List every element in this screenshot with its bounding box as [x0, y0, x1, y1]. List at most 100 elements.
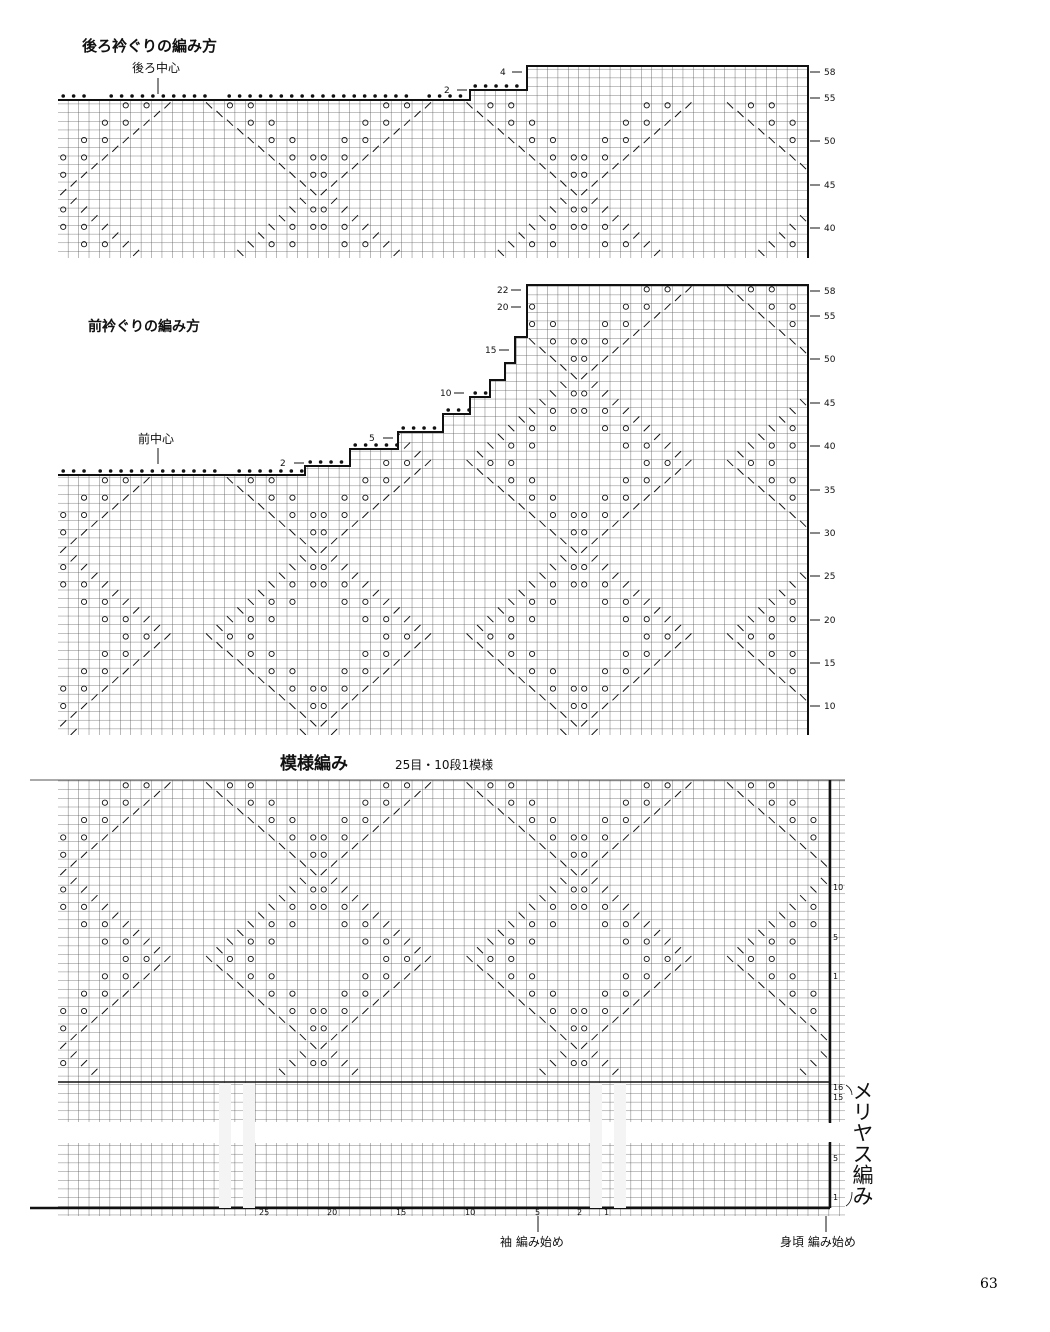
decrease-symbol	[341, 702, 348, 710]
yarn-over-symbol	[508, 650, 515, 657]
yarn-over-symbol	[570, 407, 577, 414]
yarn-over-symbol	[768, 650, 775, 657]
row-label: 58	[824, 287, 836, 297]
decrease-symbol	[580, 868, 588, 876]
yarn-over-symbol	[810, 834, 817, 841]
yarn-over-symbol	[81, 321, 88, 328]
yarn-over-symbol	[60, 511, 67, 519]
decrease-symbol	[549, 851, 557, 859]
decrease-symbol	[601, 171, 609, 179]
yarn-over-symbol	[549, 598, 557, 605]
decrease-symbol	[91, 162, 98, 170]
decrease-symbol	[70, 728, 77, 735]
yarn-over-symbol	[320, 511, 327, 519]
yarn-over-symbol	[508, 938, 515, 945]
yarn-over-symbol	[289, 668, 296, 675]
yarn-over-symbol	[549, 903, 557, 910]
yarn-over-symbol	[122, 782, 129, 789]
decrease-symbol	[153, 641, 161, 649]
bracket-line	[845, 1084, 853, 1207]
decrease-symbol	[820, 860, 828, 867]
decrease-symbol	[789, 338, 796, 345]
decrease-symbol	[612, 842, 619, 850]
decrease-symbol	[799, 842, 807, 850]
bind-off-dot	[61, 94, 66, 98]
yarn-over-symbol	[101, 650, 108, 657]
decrease-symbol	[382, 598, 390, 606]
decrease-symbol	[789, 223, 796, 231]
decrease-symbol	[768, 920, 776, 928]
decrease-symbol	[528, 407, 536, 415]
bind-off-dot	[71, 469, 76, 473]
decrease-symbol	[351, 894, 359, 902]
yarn-over-symbol	[810, 921, 817, 928]
decrease-symbol	[632, 502, 640, 510]
yarn-over-symbol	[341, 425, 348, 432]
yarn-over-symbol	[664, 102, 671, 109]
yarn-over-symbol	[81, 425, 88, 432]
decrease-symbol	[122, 920, 130, 928]
decrease-symbol	[341, 851, 348, 859]
decrease-symbol	[164, 633, 171, 640]
bind-off-dot	[108, 469, 113, 473]
yarn-over-symbol	[383, 303, 390, 310]
decrease-symbol	[612, 398, 619, 406]
decrease-symbol	[757, 249, 765, 257]
yarn-over-symbol	[768, 459, 775, 466]
bind-off-dot	[202, 469, 207, 473]
decrease-symbol	[299, 555, 307, 562]
yarn-over-symbol	[643, 782, 650, 789]
yarn-over-symbol	[789, 241, 796, 248]
bind-off-dot	[247, 469, 252, 473]
decrease-symbol	[351, 1068, 359, 1076]
decrease-symbol	[507, 320, 515, 328]
decrease-symbol	[299, 364, 307, 371]
decrease-symbol	[601, 206, 609, 213]
back-neck-grid	[58, 66, 808, 258]
bind-off-dot	[374, 443, 378, 447]
yarn-over-symbol	[101, 990, 108, 997]
decrease-symbol	[507, 920, 515, 928]
decrease-symbol	[622, 407, 630, 415]
decrease-symbol	[643, 667, 651, 675]
yarn-over-symbol	[602, 903, 609, 910]
yarn-over-symbol	[268, 616, 275, 623]
decrease-symbol	[414, 110, 421, 118]
bind-off-dot	[352, 94, 357, 98]
decrease-symbol	[487, 799, 494, 807]
row-label: 55	[824, 312, 835, 322]
yarn-over-symbol	[549, 1007, 557, 1015]
decrease-symbol	[236, 433, 244, 441]
bind-off-dot	[181, 469, 186, 473]
yarn-over-symbol	[101, 303, 108, 310]
yarn-over-symbol	[122, 650, 129, 657]
decrease-symbol	[393, 808, 401, 815]
yarn-over-symbol	[602, 241, 609, 248]
yarn-over-symbol	[581, 223, 588, 230]
decrease-symbol	[643, 920, 651, 928]
back-neck-chart: 後ろ衿ぐりの編み方 後ろ中心 4 2 58 55 50 45 40	[58, 37, 836, 258]
decrease-symbol	[111, 589, 119, 597]
decrease-symbol	[341, 390, 348, 397]
yarn-over-symbol	[310, 154, 317, 161]
yarn-over-symbol	[622, 650, 629, 657]
decrease-symbol	[591, 364, 598, 371]
decrease-symbol	[299, 711, 307, 719]
decrease-symbol	[799, 162, 807, 170]
decrease-symbol	[789, 154, 796, 161]
decrease-symbol	[580, 719, 588, 727]
yarn-over-symbol	[289, 990, 296, 997]
decrease-symbol	[289, 355, 296, 363]
decrease-symbol	[236, 929, 244, 937]
yarn-over-symbol	[768, 303, 775, 310]
decrease-symbol	[351, 693, 359, 701]
decrease-symbol	[382, 240, 390, 248]
decrease-symbol	[643, 424, 651, 432]
stockinette-label: メリヤス編み	[850, 1080, 874, 1206]
decrease-symbol	[747, 650, 755, 658]
yarn-over-symbol	[362, 817, 369, 824]
yarn-over-symbol	[581, 1025, 588, 1032]
yarn-over-symbol	[289, 598, 296, 605]
decrease-symbol	[247, 320, 255, 328]
decrease-symbol	[799, 693, 807, 701]
